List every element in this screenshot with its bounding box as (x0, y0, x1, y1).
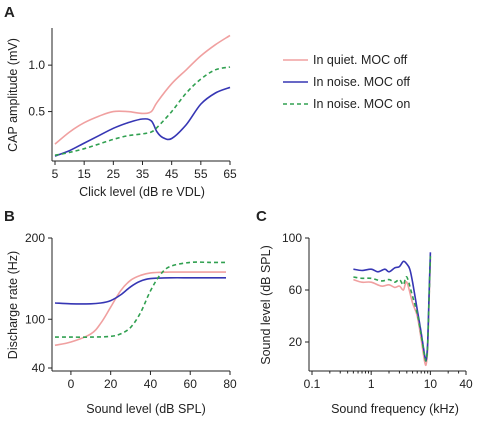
x-tick-label: 80 (223, 377, 237, 391)
series-line-quiet-off (353, 258, 432, 367)
panel-c-ylabel: Sound level (dB SPL) (259, 245, 273, 365)
panel-c-ticks: 0.1 1 10 40 20 60 100 (282, 231, 473, 391)
panel-c-axes (308, 238, 466, 372)
series-line-noise-on (353, 256, 432, 362)
panel-b-letter: B (4, 208, 15, 225)
series-line-quiet-off (54, 271, 226, 347)
legend-item-noise-off: In noise. MOC off (283, 75, 411, 89)
panel-c-xlabel: Sound frequency (kHz) (331, 402, 459, 416)
x-tick-label: 45 (165, 167, 179, 181)
x-tick-label: 0 (68, 377, 75, 391)
panel-a-xlabel: Click level (dB re VDL) (79, 185, 205, 199)
x-tick-label: 60 (184, 377, 198, 391)
x-tick-label: 40 (459, 377, 473, 391)
series-line-noise-off (54, 86, 231, 157)
x-tick-label: 25 (107, 167, 121, 181)
series-line-noise-off (54, 276, 226, 305)
y-tick-label: 200 (25, 231, 45, 245)
panel-b-ticks: 0 20 40 60 80 40 100 200 (25, 231, 237, 391)
x-tick-label: 55 (194, 167, 208, 181)
y-tick-label: 60 (289, 283, 303, 297)
y-tick-label: 100 (282, 231, 302, 245)
series-line-noise-on (54, 66, 231, 156)
legend-label-noise-off: In noise. MOC off (313, 75, 411, 89)
series-line-noise-on (55, 261, 226, 338)
panel-a-ylabel: CAP amplitude (mV) (6, 38, 20, 152)
panel-b-xlabel: Sound level (dB SPL) (86, 402, 206, 416)
series-line-quiet-off (54, 34, 231, 145)
legend-item-quiet-off: In quiet. MOC off (283, 53, 408, 67)
panel-a-ticks: 5 15 25 35 45 55 65 0.5 1.0 (28, 58, 237, 181)
panel-b-axes (51, 238, 230, 372)
panel-a: A 5 15 25 35 45 55 65 0.5 1.0 Click level (dB re… (4, 4, 237, 199)
x-tick-label: 65 (223, 167, 237, 181)
series-line-noise-off (353, 252, 432, 362)
x-tick-label: 1 (368, 377, 375, 391)
x-tick-label: 35 (136, 167, 150, 181)
panel-a-letter: A (4, 4, 15, 21)
y-tick-label: 20 (289, 335, 303, 349)
x-tick-label: 0.1 (304, 377, 321, 391)
y-tick-label: 1.0 (28, 58, 45, 72)
y-tick-label: 0.5 (28, 105, 45, 119)
legend-item-noise-on: In noise. MOC on (283, 97, 410, 111)
legend-label-noise-on: In noise. MOC on (313, 97, 410, 111)
x-tick-label: 5 (52, 167, 59, 181)
panel-b-ylabel: Discharge rate (Hz) (6, 251, 20, 359)
x-tick-label: 10 (424, 377, 438, 391)
legend-label-quiet-off: In quiet. MOC off (313, 53, 408, 67)
x-tick-label: 20 (104, 377, 118, 391)
panel-a-lines (54, 34, 231, 157)
legend: In quiet. MOC off In noise. MOC off In n… (283, 53, 411, 111)
y-tick-label: 40 (32, 361, 46, 375)
panel-c-letter: C (256, 208, 267, 225)
panel-c-lines (353, 252, 432, 367)
panel-a-axes (51, 28, 230, 162)
panel-b: B 0 20 40 60 80 40 100 200 Sound level (dB SPL)… (4, 208, 237, 416)
y-tick-label: 100 (25, 312, 45, 326)
x-tick-label: 40 (144, 377, 158, 391)
panel-b-lines (54, 261, 226, 347)
x-tick-label: 15 (77, 167, 91, 181)
